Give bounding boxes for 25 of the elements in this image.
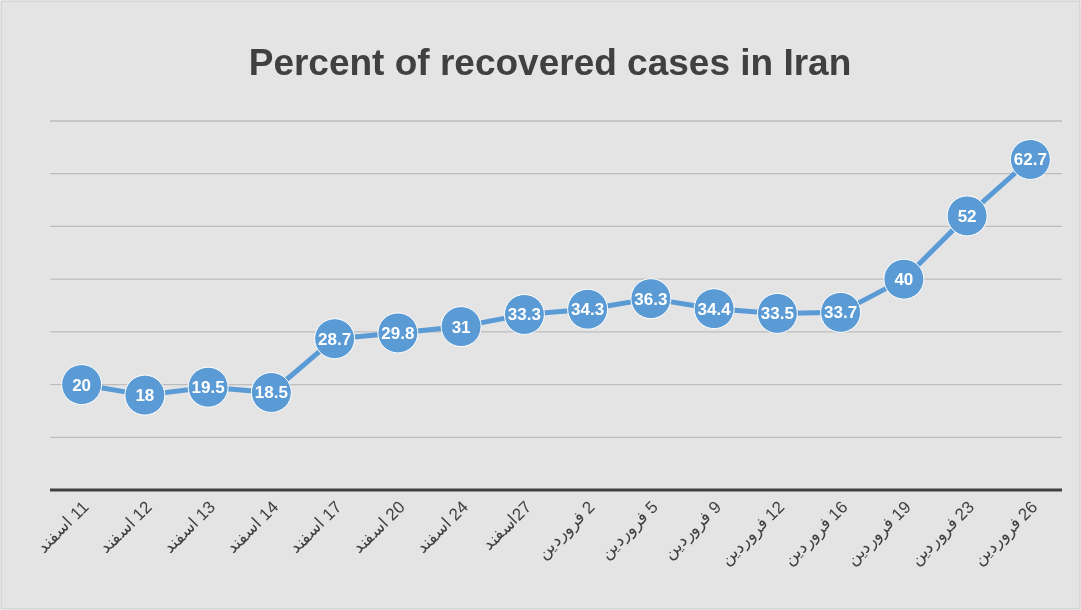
data-label: 29.8	[381, 323, 415, 343]
data-label: 40	[894, 270, 914, 290]
data-label: 18.5	[254, 383, 288, 403]
data-label: 33.7	[824, 303, 858, 323]
data-label: 52	[957, 206, 977, 226]
data-label: 20	[72, 375, 92, 395]
data-label: 31	[451, 317, 471, 337]
data-label: 62.7	[1013, 150, 1047, 170]
chart-title: Percent of recovered cases in Iran	[248, 42, 852, 83]
x-tick-label: 12 اسفند	[95, 497, 156, 558]
x-tick-label: 24 اسفند	[412, 497, 472, 558]
x-tick-label: 13 اسفند	[159, 497, 219, 558]
data-label: 33.5	[760, 304, 794, 324]
data-label: 18	[135, 386, 155, 406]
x-tick-label: 11 اسفند	[33, 497, 93, 557]
data-label: 34.3	[571, 300, 605, 320]
data-label: 28.7	[318, 329, 352, 349]
x-tick-label: 27اسفند	[478, 497, 536, 554]
data-label: 33.3	[507, 305, 541, 325]
data-label: 36.3	[634, 289, 668, 309]
x-tick-label: 14 اسفند	[222, 497, 283, 558]
x-tick-label: 20 اسفند	[348, 497, 409, 558]
x-tick-label: 17 اسفند	[285, 497, 346, 558]
data-label: 34.4	[697, 299, 732, 319]
data-label: 19.5	[191, 378, 225, 398]
